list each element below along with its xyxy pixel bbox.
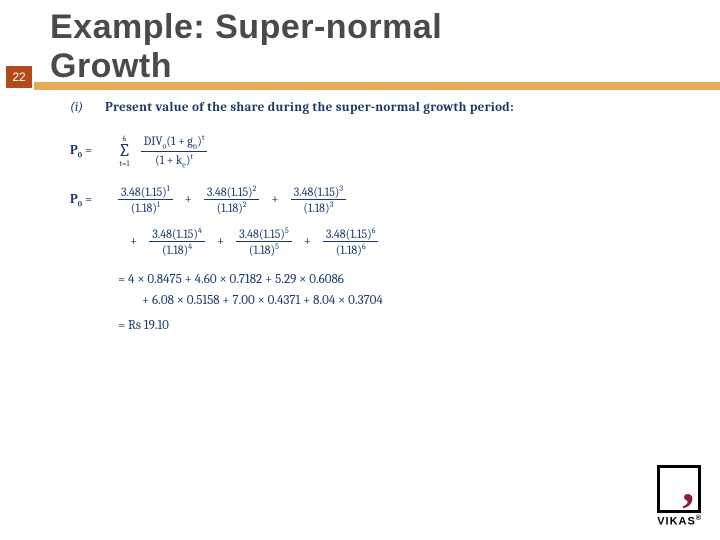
calc-line-1: = 4 × 0.8475 + 4.60 × 0.7182 + 5.29 × 0.… [118, 272, 680, 287]
term-5: 3.48(1.15)5 (1.18)5 [236, 226, 292, 258]
title-area: Example: Super-normal Growth [0, 0, 720, 86]
formula-general: P0 = 6 ∑ t=1 DIVo(1 + gn)t (1 + ke)t [70, 133, 680, 170]
result-line: = Rs 19.10 [118, 318, 680, 333]
sigma-icon: 6 ∑ t=1 [118, 135, 131, 167]
formula-expanded: P0 = 3.48(1.15)1 (1.18)1 + 3.48(1.15)2 (… [70, 184, 680, 258]
slide-title-line1: Example: Super-normal [50, 8, 720, 47]
term-3: 3.48(1.15)3 (1.18)3 [291, 184, 346, 216]
logo-mark: , [657, 465, 701, 513]
accent-bar [34, 82, 720, 90]
term-4: 3.48(1.15)4 (1.18)4 [149, 226, 205, 258]
brand-logo: , VIKAS® [657, 465, 702, 528]
heading-text: Present value of the share during the su… [105, 100, 514, 115]
item-marker: (i) [70, 100, 83, 115]
section-heading: (i) Present value of the share during th… [70, 100, 680, 115]
logo-text: VIKAS® [657, 515, 702, 528]
term-1: 3.48(1.15)1 (1.18)1 [118, 184, 173, 216]
calc-line-2: + 6.08 × 0.5158 + 7.00 × 0.4371 + 8.04 ×… [142, 293, 680, 308]
term-6: 3.48(1.15)6 (1.18)6 [323, 226, 379, 258]
formula-lhs-2: P0 = [70, 192, 110, 209]
slide-title-line2: Growth [50, 47, 720, 86]
logo-comma-icon: , [682, 462, 694, 510]
formula-lhs: P0 = [70, 143, 110, 160]
page-number-badge: 22 [6, 66, 32, 88]
term-2: 3.48(1.15)2 (1.18)2 [204, 184, 260, 216]
content-area: (i) Present value of the share during th… [70, 100, 680, 333]
fraction-general: DIVo(1 + gn)t (1 + ke)t [141, 133, 208, 170]
